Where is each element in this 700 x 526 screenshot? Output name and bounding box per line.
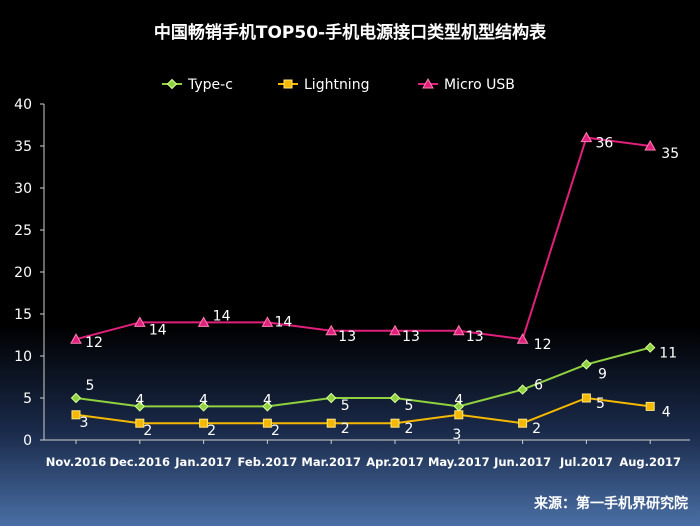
x-tick-label: Nov.2016 — [46, 455, 106, 469]
data-label: 11 — [659, 346, 677, 362]
data-point — [71, 410, 81, 420]
legend-marker — [283, 79, 293, 89]
data-point — [516, 333, 529, 344]
data-point — [581, 359, 592, 370]
x-tick-label: Jul.2017 — [559, 455, 613, 469]
y-tick-label: 5 — [23, 391, 32, 407]
data-label: 12 — [534, 337, 552, 353]
x-tick-label: Dec.2016 — [110, 455, 171, 469]
data-label: 35 — [661, 146, 679, 162]
data-label: 36 — [595, 136, 613, 152]
data-point — [517, 384, 528, 395]
data-point — [390, 418, 400, 428]
y-tick-label: 35 — [14, 139, 32, 155]
data-label: 13 — [466, 329, 484, 345]
data-point — [325, 392, 337, 404]
y-tick-label: 20 — [14, 265, 32, 281]
data-point — [199, 418, 209, 428]
data-label: 13 — [338, 329, 356, 345]
data-point — [645, 401, 655, 411]
source-note: 来源：第一手机界研究院 — [533, 495, 688, 512]
legend-label: Lightning — [304, 77, 369, 93]
y-tick-label: 0 — [23, 433, 32, 449]
legend-label: Micro USB — [444, 77, 515, 93]
data-label: 14 — [274, 314, 292, 330]
data-label: 4 — [199, 392, 208, 408]
data-point — [261, 316, 274, 327]
legend-marker — [422, 77, 434, 89]
data-point — [644, 342, 656, 353]
data-point — [262, 418, 272, 428]
data-label: 2 — [207, 423, 216, 439]
y-tick-label: 10 — [14, 349, 32, 365]
data-point — [325, 324, 338, 336]
legend-label: Type-c — [187, 77, 233, 93]
data-point — [70, 333, 82, 344]
data-point — [326, 418, 336, 428]
data-label: 3 — [80, 415, 89, 431]
data-label: 4 — [263, 392, 272, 408]
series-layer — [70, 131, 657, 428]
data-point — [452, 324, 465, 336]
data-label: 13 — [402, 329, 420, 345]
x-tick-label: Apr.2017 — [366, 455, 424, 469]
data-point — [389, 392, 401, 404]
data-point — [134, 401, 146, 412]
legend-marker — [166, 78, 178, 90]
data-label: 5 — [405, 398, 414, 414]
data-label: 4 — [135, 392, 144, 408]
data-label: 14 — [149, 322, 167, 338]
data-point — [580, 131, 593, 143]
x-tick-label: Jun.2017 — [493, 455, 551, 469]
data-label: 4 — [662, 404, 671, 420]
data-point — [454, 410, 464, 420]
data-label: 5 — [596, 396, 605, 412]
data-point — [644, 139, 657, 151]
y-tick-label: 15 — [14, 307, 32, 323]
data-label: 3 — [452, 427, 461, 443]
data-label: 14 — [213, 308, 231, 324]
data-labels: 5 4 4 4 5 5 4 6 9 11 3 2 2 2 2 2 3 2 5 4 12 14 14 14 13 13 13 12 36 3… — [80, 136, 680, 443]
data-point — [198, 401, 209, 412]
series-line — [75, 396, 651, 425]
x-tick-label: Aug.2017 — [619, 455, 681, 469]
data-label: 2 — [532, 421, 541, 437]
chart-title: 中国畅销手机TOP50-手机电源接口类型机型结构表 — [154, 22, 547, 43]
data-label: 5 — [86, 378, 95, 394]
data-label: 6 — [534, 378, 543, 394]
series-line — [75, 346, 651, 408]
data-label: 12 — [85, 335, 103, 351]
data-label: 5 — [341, 398, 350, 414]
y-tick-label: 30 — [14, 181, 32, 197]
x-tick-label: Jan.2017 — [174, 455, 232, 469]
data-point — [70, 392, 82, 404]
data-point — [581, 393, 591, 403]
y-tick-label: 25 — [14, 223, 32, 239]
data-label: 2 — [405, 421, 414, 437]
data-label: 2 — [341, 421, 350, 437]
x-tick-label: May.2017 — [428, 455, 490, 469]
series-line — [75, 136, 651, 341]
data-point — [262, 401, 273, 412]
data-point — [389, 324, 401, 336]
data-label: 2 — [143, 423, 152, 439]
data-point — [518, 418, 528, 428]
data-label: 9 — [598, 366, 607, 382]
x-tick-label: Feb.2017 — [238, 455, 298, 469]
data-label: 4 — [454, 392, 463, 408]
data-point — [135, 418, 145, 428]
y-tick-label: 40 — [14, 97, 32, 113]
data-point — [133, 316, 146, 327]
x-tick-label: Mar.2017 — [301, 455, 361, 469]
legend: Type-c Lightning Micro USB — [162, 77, 515, 93]
data-label: 2 — [271, 423, 280, 439]
data-point — [197, 316, 210, 327]
